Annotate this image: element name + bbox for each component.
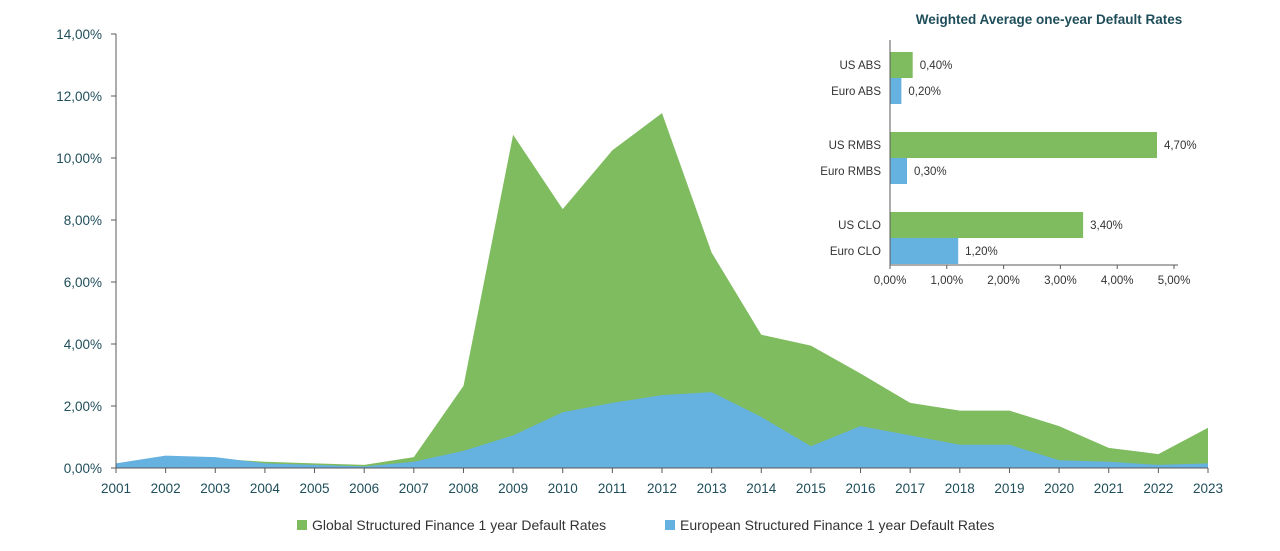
x-tick-label: 2005: [300, 481, 330, 496]
inset-category-label: Euro RMBS: [820, 166, 881, 178]
inset-value-label: 0,30%: [914, 166, 947, 178]
inset-category-label: Euro ABS: [831, 86, 881, 98]
x-tick-label: 2001: [101, 481, 131, 496]
x-tick-label: 2011: [598, 481, 627, 496]
area-series-global: [116, 113, 1208, 468]
y-tick-label: 2,00%: [64, 399, 102, 414]
x-tick-label: 2006: [349, 481, 379, 496]
inset-x-tick-label: 2,00%: [987, 275, 1020, 287]
x-tick-label: 2018: [945, 481, 975, 496]
legend-swatch-european: [665, 520, 675, 530]
x-tick-label: 2015: [796, 481, 826, 496]
x-tick-label: 2008: [448, 481, 478, 496]
inset-bar: [890, 212, 1084, 238]
inset-value-label: 4,70%: [1164, 140, 1197, 152]
x-tick-label: 2002: [151, 481, 181, 496]
inset-bar: [890, 78, 902, 104]
x-tick-label: 2014: [746, 481, 777, 496]
x-tick-label: 2021: [1094, 481, 1124, 496]
x-tick-label: 2012: [647, 481, 677, 496]
x-tick-label: 2019: [994, 481, 1024, 496]
main-area-chart: 0,00% 2,00% 4,00% 6,00% 8,00% 10,00% 12,00% 14,…: [56, 27, 1223, 496]
y-tick-label: 6,00%: [64, 275, 102, 290]
x-tick-label: 2013: [697, 481, 727, 496]
y-tick-label: 8,00%: [64, 213, 102, 228]
inset-x-tick-label: 3,00%: [1044, 275, 1077, 287]
x-tick-label: 2007: [399, 481, 429, 496]
inset-value-label: 0,20%: [908, 86, 941, 98]
inset-x-tick-label: 1,00%: [930, 275, 963, 287]
inset-value-label: 0,40%: [920, 60, 953, 72]
legend-item-global: Global Structured Finance 1 year Default…: [297, 517, 606, 533]
inset-category-label: Euro CLO: [830, 246, 881, 258]
y-tick-label: 14,00%: [56, 27, 102, 42]
area-series-european: [116, 392, 1208, 468]
y-tick-label: 12,00%: [56, 89, 102, 104]
inset-chart-title: Weighted Average one-year Default Rates: [916, 12, 1183, 27]
inset-bar: [890, 132, 1157, 158]
x-tick-label: 2020: [1044, 481, 1074, 496]
x-tick-label: 2017: [895, 481, 925, 496]
inset-value-label: 1,20%: [965, 246, 998, 258]
inset-bar: [890, 52, 913, 78]
legend-swatch-global: [297, 520, 307, 530]
inset-bar: [890, 238, 959, 264]
x-tick-label: 2003: [200, 481, 230, 496]
x-tick-label: 2023: [1193, 481, 1223, 496]
inset-category-label: US ABS: [839, 60, 881, 72]
chart-legend: Global Structured Finance 1 year Default…: [0, 517, 1280, 539]
inset-category-label: US RMBS: [829, 140, 882, 152]
legend-label-global: Global Structured Finance 1 year Default…: [312, 517, 607, 533]
inset-x-tick-label: 4,00%: [1101, 275, 1134, 287]
y-tick-label: 0,00%: [64, 461, 102, 476]
x-tick-label: 2010: [548, 481, 578, 496]
x-tick-label: 2016: [846, 481, 876, 496]
legend-label-european: European Structured Finance 1 year Defau…: [680, 517, 995, 533]
x-tick-label: 2022: [1143, 481, 1173, 496]
y-tick-label: 4,00%: [64, 337, 102, 352]
inset-category-label: US CLO: [838, 220, 881, 232]
inset-bar-chart: Weighted Average one-year Default Rates …: [820, 12, 1196, 287]
inset-x-tick-label: 5,00%: [1158, 275, 1191, 287]
x-tick-label: 2009: [498, 481, 528, 496]
inset-x-tick-label: 0,00%: [874, 275, 907, 287]
inset-bar: [890, 158, 907, 184]
y-tick-label: 10,00%: [56, 151, 102, 166]
x-tick-label: 2004: [250, 481, 281, 496]
inset-value-label: 3,40%: [1090, 220, 1123, 232]
legend-item-european: European Structured Finance 1 year Defau…: [665, 517, 994, 533]
